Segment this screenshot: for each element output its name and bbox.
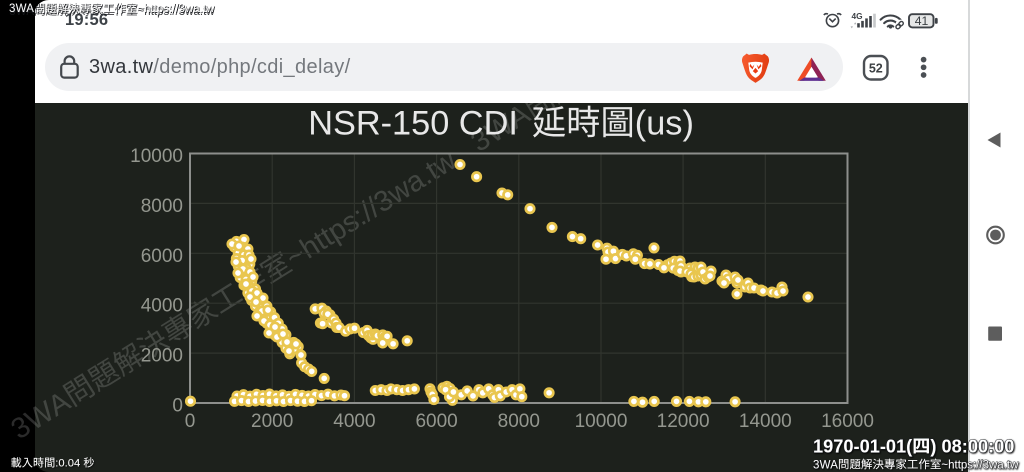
svg-text:2000: 2000: [141, 346, 183, 367]
svg-text:16000: 16000: [821, 411, 874, 432]
svg-text:8000: 8000: [498, 411, 540, 432]
svg-text:14000: 14000: [739, 411, 792, 432]
svg-text:10000: 10000: [575, 411, 628, 432]
svg-text:8000: 8000: [141, 196, 183, 217]
svg-text:4000: 4000: [141, 296, 183, 317]
svg-text:2000: 2000: [251, 411, 293, 432]
svg-text:~https://3wa.tw: ~https://3wa.tw: [137, 3, 215, 15]
svg-text:52: 52: [869, 62, 883, 76]
svg-text:0: 0: [185, 411, 196, 432]
svg-text:10000: 10000: [130, 146, 183, 167]
svg-text:6000: 6000: [415, 411, 457, 432]
svg-text:(us): (us): [635, 105, 694, 143]
svg-text:12000: 12000: [657, 411, 710, 432]
svg-text:~https://3wa.tw: ~https://3wa.tw: [138, 6, 216, 18]
svg-text:4000: 4000: [333, 411, 375, 432]
svg-text:~https://3wa.tw: ~https://3wa.tw: [138, 4, 216, 16]
svg-text:NSR-150: NSR-150: [308, 105, 449, 143]
svg-text:CDI: CDI: [459, 105, 518, 143]
svg-text:4G: 4G: [852, 11, 863, 21]
svg-text:6000: 6000: [141, 246, 183, 267]
svg-text:0: 0: [172, 396, 183, 417]
svg-text:41: 41: [915, 14, 929, 28]
